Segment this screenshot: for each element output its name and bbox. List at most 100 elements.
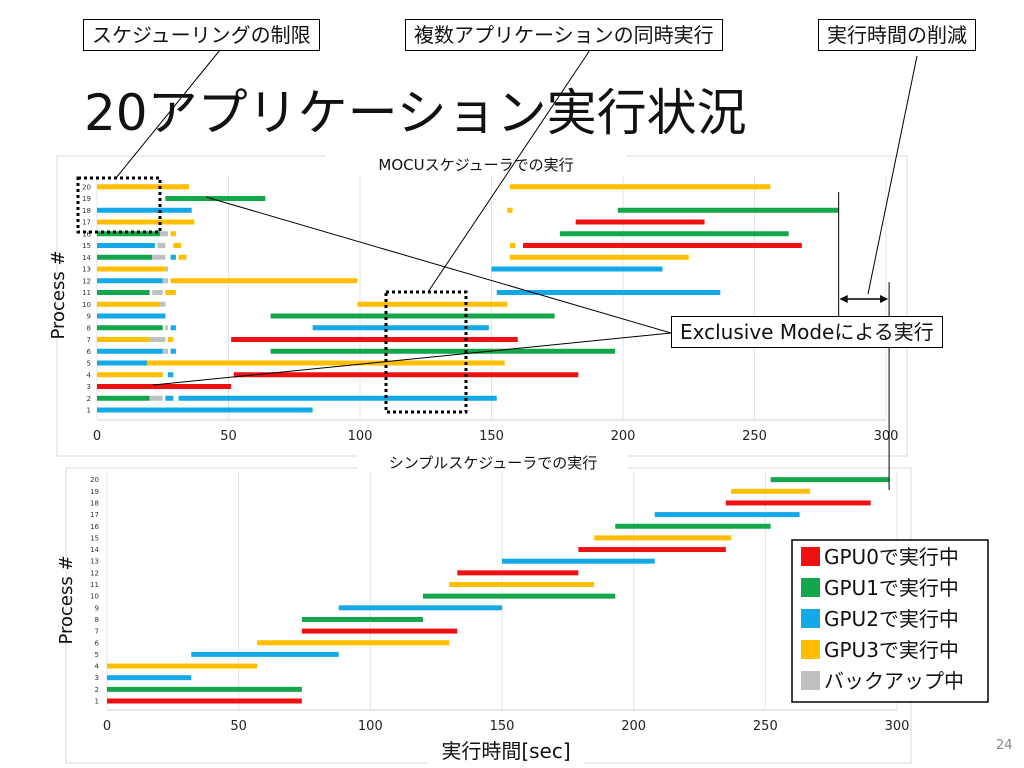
leader-line-time-reduction bbox=[867, 55, 918, 295]
mocu-bar-p9-gpu1 bbox=[270, 313, 555, 319]
mocu-title-bg bbox=[326, 155, 626, 175]
mocu-y-tick-label: 14 bbox=[82, 254, 91, 262]
mocu-x-tick-label: 150 bbox=[479, 429, 504, 444]
simple-x-axis-title: 実行時間[sec] bbox=[441, 739, 570, 763]
simple-x-tick-label: 300 bbox=[885, 719, 910, 734]
mocu-bar-p14-gpu2 bbox=[170, 254, 176, 260]
mocu-y-tick-label: 20 bbox=[82, 183, 91, 191]
mocu-bar-p10-gpu3 bbox=[357, 301, 508, 307]
simple-bar-p9-gpu2 bbox=[338, 605, 502, 611]
mocu-bar-p18-gpu1 bbox=[617, 207, 839, 213]
mocu-x-tick-label: 300 bbox=[874, 429, 899, 444]
page-number: 24 bbox=[996, 738, 1013, 753]
simple-y-tick-label: 14 bbox=[90, 546, 99, 554]
mocu-x-tick-label: 100 bbox=[348, 429, 373, 444]
simple-y-tick-label: 6 bbox=[95, 639, 100, 647]
mocu-bar-p5-gpu3 bbox=[146, 360, 505, 366]
simple-x-axis-title-bg bbox=[428, 738, 584, 766]
mocu-y-tick-label: 12 bbox=[82, 277, 91, 285]
mocu-y-tick-label: 18 bbox=[82, 207, 91, 215]
dashed-box-startup bbox=[76, 176, 162, 234]
legend-label-gpu1: GPU1で実行中 bbox=[824, 576, 959, 600]
simple-y-tick-label: 3 bbox=[95, 674, 99, 682]
mocu-bar-p11-gpu3 bbox=[165, 290, 176, 295]
simple-y-tick-label: 1 bbox=[95, 698, 99, 706]
legend-box bbox=[791, 539, 989, 703]
mocu-bar-p7-gpu0 bbox=[231, 337, 518, 342]
mocu-bar-p15-gpu0 bbox=[523, 243, 802, 248]
mocu-bar-p12-gpu2 bbox=[97, 278, 163, 284]
mocu-bar-p16-gpu3 bbox=[170, 231, 176, 237]
mocu-bar-p14-gpu3 bbox=[178, 254, 187, 260]
mocu-bar-p1-gpu2 bbox=[97, 407, 313, 413]
slide-title: 20アプリケーション実行状況 bbox=[84, 84, 747, 142]
mocu-bar-p17-gpu3 bbox=[97, 219, 166, 225]
mocu-x-tick-label: 250 bbox=[742, 429, 767, 444]
legend-swatch-gpu0 bbox=[801, 547, 820, 566]
simple-bar-p18-gpu0 bbox=[725, 500, 871, 506]
simple-bar-p8-gpu1 bbox=[301, 616, 423, 622]
simple-y-tick-label: 20 bbox=[90, 476, 99, 484]
mocu-y-tick-label: 15 bbox=[82, 242, 91, 250]
simple-bar-p19-gpu3 bbox=[731, 488, 811, 494]
mocu-bar-p14-backup bbox=[152, 254, 166, 260]
mocu-bar-p2-gpu2 bbox=[178, 395, 497, 401]
mocu-bar-p6-gpu1 bbox=[270, 348, 616, 354]
simple-bar-p17-gpu2 bbox=[654, 512, 800, 518]
mocu-x-tick-label: 50 bbox=[220, 429, 237, 444]
simple-bar-p13-gpu2 bbox=[502, 558, 655, 564]
mocu-y-tick-label: 10 bbox=[82, 301, 91, 309]
simple-bar-p2-gpu1 bbox=[107, 686, 302, 692]
mocu-y-tick-label: 7 bbox=[87, 336, 91, 344]
simple-bar-p5-gpu2 bbox=[191, 651, 339, 657]
mocu-y-tick-label: 2 bbox=[87, 395, 91, 403]
simple-y-tick-label: 16 bbox=[90, 523, 99, 531]
mocu-y-tick-label: 19 bbox=[82, 195, 91, 203]
simple-bar-p16-gpu1 bbox=[615, 523, 771, 529]
simple-bar-p4-gpu3 bbox=[107, 663, 258, 669]
mocu-bar-p14-gpu1 bbox=[97, 254, 153, 260]
mocu-bar-p12-backup bbox=[162, 278, 169, 284]
mocu-bar-p2-backup bbox=[149, 395, 163, 401]
mocu-x-tick-label: 0 bbox=[93, 429, 101, 444]
simple-x-tick-label: 0 bbox=[103, 719, 111, 734]
mocu-bar-p7-backup bbox=[149, 337, 166, 342]
legend-swatch-gpu3 bbox=[801, 640, 820, 659]
simple-x-tick-label: 250 bbox=[753, 719, 778, 734]
mocu-y-tick-label: 4 bbox=[87, 371, 92, 379]
mocu-y-tick-label: 13 bbox=[82, 266, 91, 274]
mocu-bar-p8-gpu1 bbox=[97, 325, 163, 331]
simple-title: シンプルスケジューラでの実行 bbox=[389, 454, 598, 472]
mocu-bar-p12-gpu3 bbox=[170, 278, 358, 284]
mocu-bar-p2-gpu1 bbox=[97, 395, 150, 401]
leader-line-exclusive-2 bbox=[152, 332, 672, 386]
mocu-bar-p17-gpu0 bbox=[575, 219, 705, 225]
legend-label-backup: バックアップ中 bbox=[824, 669, 964, 693]
simple-bar-p15-gpu3 bbox=[594, 535, 732, 541]
mocu-y-tick-label: 5 bbox=[87, 360, 91, 368]
arrowhead-left bbox=[839, 295, 848, 303]
simple-y-tick-label: 4 bbox=[95, 663, 100, 671]
simple-y-tick-label: 15 bbox=[90, 534, 99, 542]
mocu-bar-p4-gpu3 bbox=[97, 372, 163, 378]
mocu-bar-p3-gpu0 bbox=[97, 384, 232, 389]
legend-swatch-gpu2 bbox=[801, 609, 820, 628]
simple-bar-p1-gpu0 bbox=[107, 698, 302, 704]
mocu-bar-p11-gpu2 bbox=[496, 290, 721, 295]
simple-y-tick-label: 9 bbox=[95, 604, 99, 612]
simple-bar-p11-gpu3 bbox=[449, 582, 595, 587]
simple-bar-p6-gpu3 bbox=[257, 640, 450, 646]
mocu-bar-p11-gpu1 bbox=[97, 290, 150, 295]
mocu-bar-p16-backup bbox=[160, 231, 169, 237]
mocu-bar-p13-gpu2 bbox=[491, 266, 663, 272]
mocu-bar-p6-gpu2 bbox=[97, 348, 163, 354]
legend-label-gpu0: GPU0で実行中 bbox=[824, 545, 959, 569]
simple-y-axis-title: Process # bbox=[56, 555, 77, 644]
mocu-bar-p18-gpu2 bbox=[97, 207, 161, 213]
simple-y-tick-label: 7 bbox=[95, 628, 99, 636]
legend-swatch-backup bbox=[801, 671, 820, 690]
mocu-bar-p18-gpu3 bbox=[507, 207, 513, 213]
mocu-bar-p2-gpu2 bbox=[165, 395, 174, 401]
